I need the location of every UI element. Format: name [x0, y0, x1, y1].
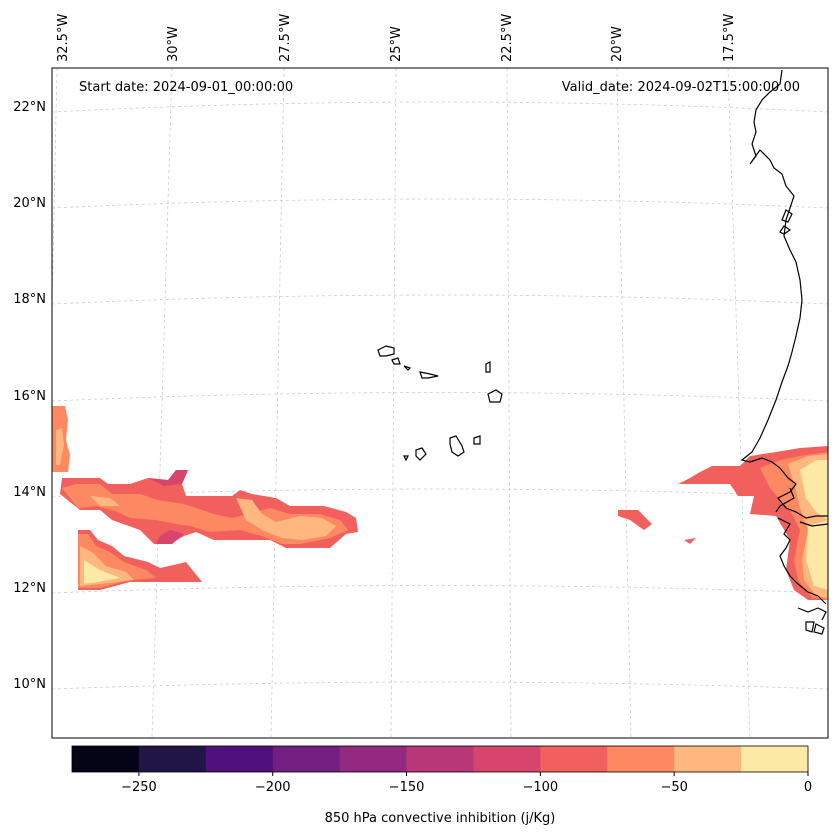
longitude-labels: 32.5°W 30°W 27.5°W 25°W 22.5°W 20°W 17.5… — [56, 14, 737, 62]
valid-date-label: Valid_date: 2024-09-02T15:00:00.00 — [562, 80, 800, 95]
lon-label: 30°W — [166, 26, 181, 62]
colorbar-swatch — [339, 746, 408, 772]
colorbar-swatch — [205, 746, 274, 772]
lon-label: 27.5°W — [278, 14, 293, 62]
lat-label: 12°N — [13, 581, 46, 596]
colorbar-tick-label: −100 — [523, 780, 559, 795]
colorbar-tick-label: 0 — [804, 780, 812, 795]
lon-label: 32.5°W — [56, 14, 71, 62]
colorbar-swatch — [741, 746, 809, 772]
map-frame — [51, 67, 829, 739]
latitude-labels: 22°N 20°N 18°N 16°N 14°N 12°N 10°N — [13, 100, 46, 692]
lat-label: 16°N — [13, 389, 46, 404]
lat-label: 20°N — [13, 196, 46, 211]
lat-label: 14°N — [13, 485, 46, 500]
colorbar-swatch — [607, 746, 675, 772]
lat-label: 10°N — [13, 677, 46, 692]
lat-label: 18°N — [13, 292, 46, 307]
lat-label: 22°N — [13, 100, 46, 115]
colorbar-tick-label: −200 — [255, 780, 291, 795]
colorbar-swatch — [138, 746, 207, 772]
start-date-label: Start date: 2024-09-01_00:00:00 — [79, 80, 293, 95]
colorbar-tick-label: −250 — [121, 780, 157, 795]
colorbar-swatch — [674, 746, 742, 772]
graticule — [51, 67, 829, 739]
lon-label: 22.5°W — [500, 14, 515, 62]
colorbar-tick-label: −50 — [660, 780, 687, 795]
lon-label: 17.5°W — [722, 14, 737, 62]
colorbar-swatch — [272, 746, 341, 772]
colorbar-swatch — [72, 746, 140, 772]
lon-label: 20°W — [610, 26, 625, 62]
colorbar-swatch — [540, 746, 608, 772]
colorbar-tick-label: −150 — [389, 780, 425, 795]
coastlines — [377, 69, 829, 635]
lon-label: 25°W — [389, 26, 404, 62]
colorbar-ticks: −250 −200 −150 −100 −50 0 — [121, 772, 812, 795]
colorbar-swatch — [406, 746, 474, 772]
colorbar-label: 850 hPa convective inhibition (j/Kg) — [325, 811, 556, 826]
colorbar — [71, 745, 809, 773]
colorbar-swatch — [473, 746, 541, 772]
colorbar-border — [71, 745, 809, 773]
cin-contours — [52, 406, 828, 600]
